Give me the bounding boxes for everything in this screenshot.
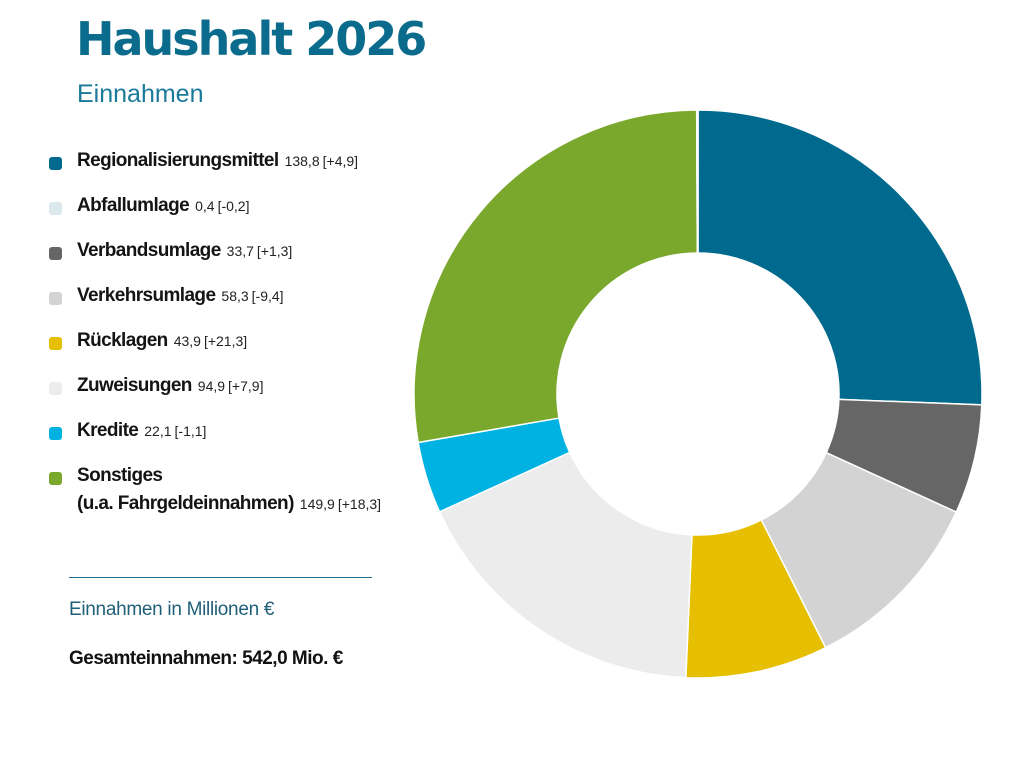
legend-label: Regionalisierungsmittel: [77, 150, 279, 171]
donut-slice-regionalisierungsmittel: [697, 109, 983, 406]
legend-swatch: [49, 427, 62, 440]
donut-slice-abfallumlage: [695, 109, 699, 254]
donut-slice-zuweisungen: [438, 451, 693, 679]
legend-item-verkehrsumlage: Verkehrsumlage 58,3 [-9,4]: [48, 285, 381, 330]
legend-label: Sonstiges: [77, 465, 163, 486]
legend-change: [+21,3]: [203, 333, 248, 349]
legend-item-sonstiges: Sonstiges (u.a. Fahrgeldeinnahmen) 149,9[…: [48, 465, 381, 535]
legend-label: Abfallumlage: [77, 195, 190, 216]
legend-value: 43,9: [173, 333, 201, 349]
legend-change: [+7,9]: [228, 378, 264, 394]
legend-label: Verbandsumlage: [77, 240, 221, 261]
page-title: Haushalt 2026: [76, 12, 427, 66]
legend-change: [+18,3]: [337, 496, 382, 512]
total-revenue: Gesamteinnahmen: 542,0 Mio. €: [69, 648, 343, 669]
legend-swatch: [49, 382, 62, 395]
legend-value: 149,9: [299, 496, 335, 512]
chart-legend: Regionalisierungsmittel 138,8 [+4,9] Abfal…: [48, 150, 381, 535]
legend-label: Verkehrsumlage: [77, 285, 216, 306]
legend-item-ruecklagen: Rücklagen 43,9 [+21,3]: [48, 330, 381, 375]
legend-item-verbandsumlage: Verbandsumlage 33,7 [+1,3]: [48, 240, 381, 285]
footer-divider: [69, 577, 372, 578]
legend-value: 58,3: [221, 288, 249, 304]
legend-change: [+4,9]: [322, 153, 359, 169]
legend-value: 0,4: [195, 198, 215, 214]
legend-swatch: [49, 247, 62, 260]
legend-swatch: [49, 202, 62, 215]
legend-label: Rücklagen: [77, 330, 168, 351]
legend-label: Zuweisungen: [77, 375, 192, 396]
legend-swatch: [49, 337, 62, 350]
legend-swatch: [49, 157, 62, 170]
legend-value: 94,9: [197, 378, 226, 394]
legend-value: 138,8: [284, 153, 320, 169]
legend-change: [+1,3]: [256, 243, 293, 259]
legend-change: [-9,4]: [251, 288, 284, 304]
donut-slice-sonstiges-u-a-fahrgeldeinnahmen: [413, 109, 699, 444]
legend-label: Kredite: [77, 420, 139, 441]
legend-item-abfallumlage: Abfallumlage 0,4 [-0,2]: [48, 195, 381, 240]
legend-item-regionalisierungsmittel: Regionalisierungsmittel 138,8 [+4,9]: [48, 150, 381, 195]
legend-change: [-1,1]: [174, 423, 207, 439]
page-subtitle: Einnahmen: [77, 80, 204, 108]
legend-label-line2: (u.a. Fahrgeldeinnahmen): [77, 493, 294, 514]
legend-value: 22,1: [144, 423, 172, 439]
legend-item-kredite: Kredite 22,1 [-1,1]: [48, 420, 381, 465]
unit-note: Einnahmen in Millionen €: [69, 599, 275, 620]
legend-swatch: [49, 472, 62, 485]
legend-swatch: [49, 292, 62, 305]
legend-value: 33,7: [226, 243, 254, 259]
legend-item-zuweisungen: Zuweisungen 94,9 [+7,9]: [48, 375, 381, 420]
legend-change: [-0,2]: [217, 198, 250, 214]
